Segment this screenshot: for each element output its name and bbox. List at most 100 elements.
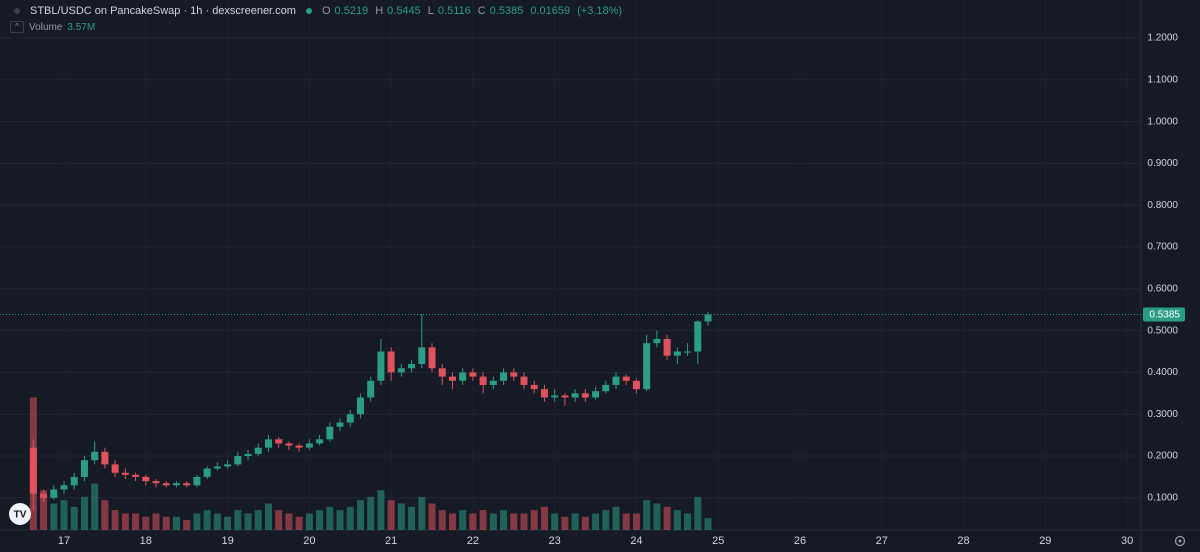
- header: STBL/USDC on PancakeSwap · 1h · dexscree…: [8, 5, 625, 17]
- volume-bar: [602, 510, 610, 530]
- volume-bar: [183, 520, 191, 530]
- volume-bar: [694, 496, 702, 530]
- y-tick-label: 1.0000: [1147, 116, 1178, 127]
- x-tick-label: 19: [221, 535, 233, 547]
- candle-body: [60, 485, 68, 490]
- y-tick-label: 0.2000: [1147, 451, 1178, 462]
- candle-body: [142, 476, 150, 482]
- volume-bar: [418, 496, 426, 530]
- candle-body: [336, 422, 344, 427]
- volume-bar: [213, 513, 221, 530]
- candle-body: [530, 384, 538, 390]
- volume-bar: [500, 510, 508, 530]
- volume-bar: [448, 513, 456, 530]
- candle-body: [540, 389, 548, 398]
- volume-bar: [244, 513, 252, 530]
- candle-body: [561, 395, 569, 398]
- candle-body: [213, 466, 221, 469]
- volume-bar: [663, 506, 671, 530]
- candle-body: [316, 439, 324, 444]
- x-tick-label: 26: [794, 535, 806, 547]
- volume-bar: [254, 510, 262, 530]
- y-tick-label: 0.6000: [1147, 283, 1178, 294]
- logo-bg: [9, 503, 31, 525]
- volume-bar: [489, 513, 497, 530]
- candle-body: [183, 483, 191, 486]
- gear: [1174, 535, 1186, 547]
- volume-bar: [653, 503, 661, 530]
- volume-bar: [295, 516, 303, 530]
- y-tick-label: 0.1000: [1147, 492, 1178, 503]
- volume-bar: [673, 510, 681, 530]
- volume-bar: [704, 518, 712, 530]
- volume-bar: [367, 496, 375, 530]
- volume-bar: [632, 513, 640, 530]
- settings-icon[interactable]: [1174, 535, 1186, 547]
- candle-body: [387, 351, 395, 373]
- candle-body: [326, 426, 334, 440]
- volume-bar: [70, 506, 78, 530]
- plot: [0, 37, 1141, 530]
- candle-body: [643, 343, 651, 390]
- candle-body: [520, 376, 528, 385]
- candle-body: [101, 451, 109, 465]
- candle-body: [111, 464, 119, 473]
- volume-bar: [397, 503, 405, 530]
- y-tick-label: 1.1000: [1147, 74, 1178, 85]
- candle-body: [622, 376, 630, 381]
- legend-value: 0.5385: [489, 5, 524, 17]
- candle-body: [377, 351, 385, 381]
- last-price-label: 0.5385: [1149, 310, 1180, 321]
- x-tick-label: 22: [467, 535, 479, 547]
- x-tick-label: 25: [712, 535, 724, 547]
- volume-bar: [91, 483, 99, 530]
- volume-legend: ^ Volume 3.57M: [10, 21, 95, 33]
- candle-body: [469, 372, 477, 377]
- chart-title: STBL/USDC on PancakeSwap · 1h · dexscree…: [30, 5, 296, 17]
- volume-bar: [275, 510, 283, 530]
- x-tick-label: 28: [957, 535, 969, 547]
- volume-bar: [612, 506, 620, 530]
- x-tick-label: 21: [385, 535, 397, 547]
- volume-bar: [111, 510, 119, 530]
- volume-bar: [459, 510, 467, 530]
- last-price-tag: [1143, 307, 1185, 322]
- x-tick-label: 24: [630, 535, 642, 547]
- candle-body: [653, 338, 661, 344]
- candle-body: [172, 483, 180, 486]
- candle-body: [418, 347, 426, 365]
- candle-body: [367, 380, 375, 398]
- volume-bar: [121, 513, 129, 530]
- volume-bar: [193, 513, 201, 530]
- candle-body: [408, 364, 416, 369]
- candle-body: [244, 453, 252, 457]
- candle-body: [510, 372, 518, 377]
- volume-bar: [581, 516, 589, 530]
- volume-bar: [142, 516, 150, 530]
- volume-bar: [438, 510, 446, 530]
- candle-body: [428, 347, 436, 369]
- candle-body: [571, 393, 579, 398]
- volume-bar: [234, 510, 242, 530]
- logo-mark: TV: [14, 510, 27, 521]
- candle-body: [551, 395, 559, 398]
- volume-bar: [469, 513, 477, 530]
- status-dot: [305, 8, 312, 14]
- logo[interactable]: TV: [9, 503, 31, 525]
- candle-body: [295, 445, 303, 448]
- collapse-toggle[interactable]: ^: [10, 21, 24, 33]
- candle-body: [397, 368, 405, 373]
- volume-bar: [561, 516, 569, 530]
- candle-body: [264, 439, 272, 448]
- candle-body: [305, 443, 313, 448]
- candle-body: [356, 397, 364, 415]
- candle-body: [612, 376, 620, 385]
- legend-key: L: [427, 5, 434, 17]
- y-tick-label: 0.3000: [1147, 409, 1178, 420]
- volume-bar: [684, 513, 692, 530]
- volume-bar: [40, 490, 48, 530]
- volume-bar: [540, 506, 548, 530]
- candle-body: [448, 376, 456, 381]
